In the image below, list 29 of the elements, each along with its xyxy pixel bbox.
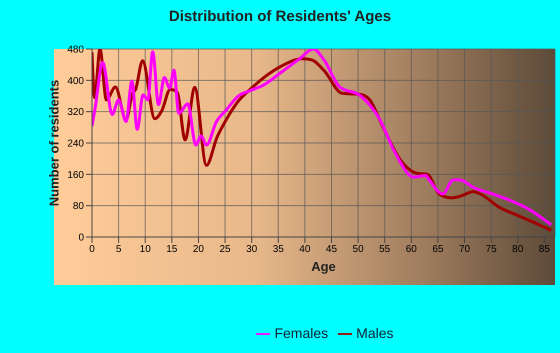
x-axis-title: Age	[311, 259, 336, 274]
x-tick-label: 60	[406, 244, 418, 256]
x-tick-label: 40	[299, 244, 311, 256]
y-axis-title: Number of residents	[46, 80, 62, 206]
x-tick-label: 75	[486, 244, 498, 256]
x-tick-label: 70	[458, 244, 471, 256]
x-tick-label: 20	[192, 244, 204, 256]
y-tick-label: 320	[67, 107, 84, 118]
x-tick-label: 50	[352, 244, 364, 256]
x-tick-label: 25	[219, 244, 232, 256]
x-tick-label: 10	[140, 244, 152, 256]
y-tick-label: 80	[72, 201, 84, 212]
x-tick-label: 80	[512, 244, 524, 256]
chart-title: Distribution of Residents' Ages	[168, 8, 392, 25]
x-tick-label: 30	[246, 244, 258, 256]
x-tick-label: 45	[326, 244, 338, 256]
legend-label: Males	[356, 325, 394, 341]
y-tick-label: 240	[67, 138, 84, 150]
x-tick-label: 65	[432, 244, 444, 256]
x-tick-label: 5	[116, 244, 122, 256]
legend-label: Females	[274, 325, 328, 341]
x-tick-label: 85	[538, 244, 550, 256]
x-tick-label: 55	[379, 244, 391, 256]
x-tick-label: 15	[166, 244, 178, 256]
y-tick-label: 0	[78, 232, 84, 244]
x-tick-label: 35	[272, 244, 284, 256]
x-tick-label: 0	[89, 244, 96, 256]
y-tick-label: 400	[67, 76, 84, 87]
y-tick-label: 160	[67, 170, 84, 181]
